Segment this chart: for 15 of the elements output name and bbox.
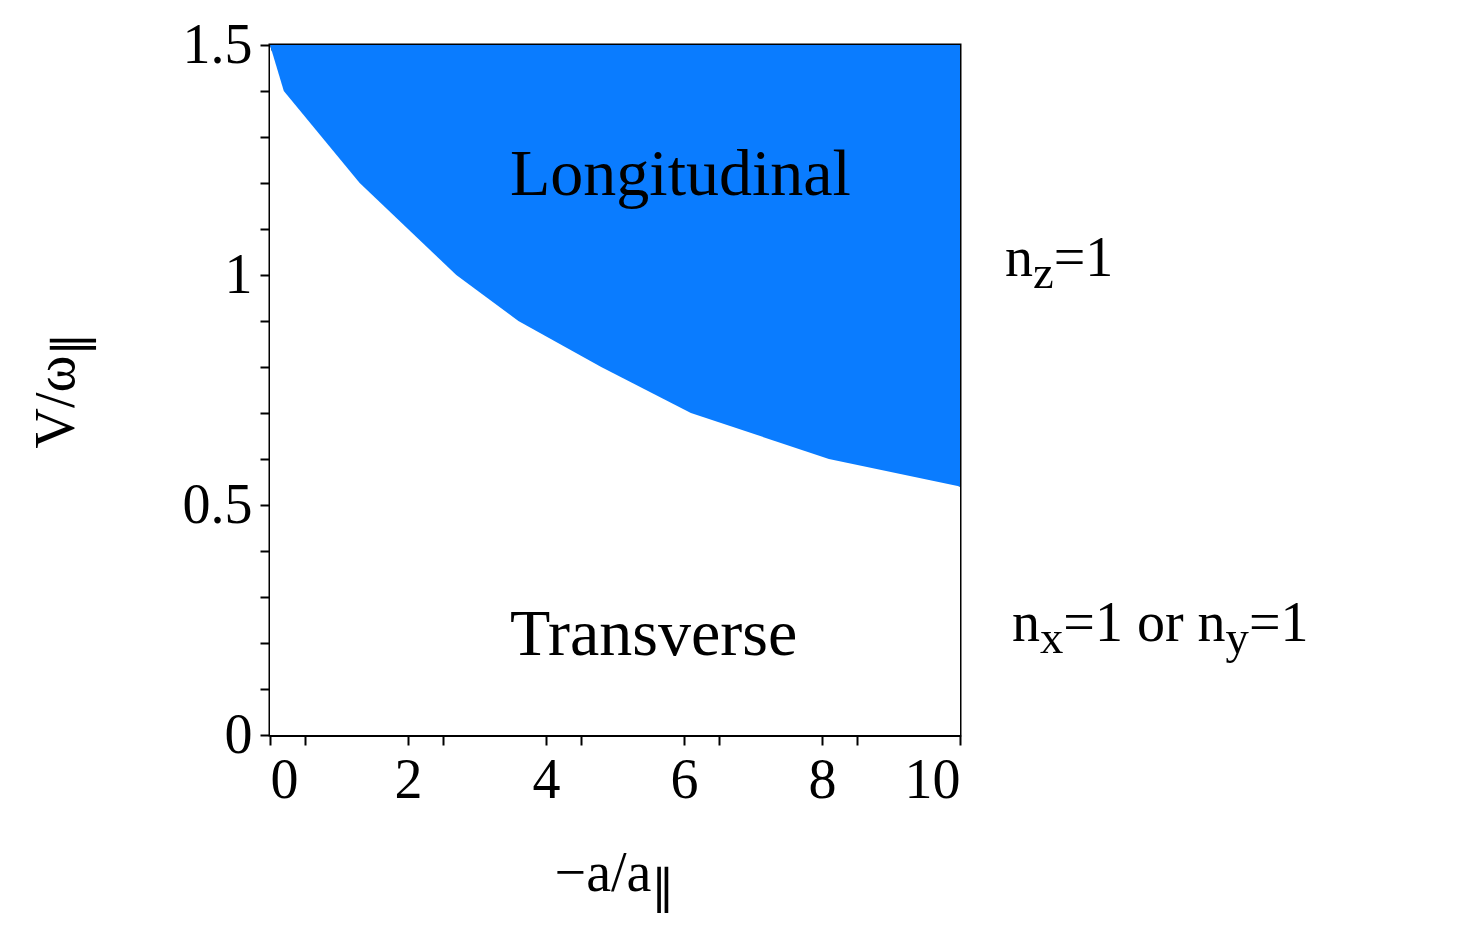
y-tick-label: 1 [224, 242, 253, 305]
x-axis-title: −a/a$_{∥}$ [554, 840, 676, 915]
x-tick-label: 6 [670, 747, 699, 810]
text: n$_{z}$=1 [1005, 225, 1114, 300]
x-tick-label: 10 [904, 747, 961, 810]
x-tick-label: 0 [270, 747, 299, 810]
y-tick-label: 0 [224, 702, 253, 765]
x-tick-label: 8 [808, 747, 837, 810]
y-tick-label: 0.5 [182, 472, 253, 535]
annotation: Longitudinal [510, 135, 851, 211]
x-tick-label: 2 [394, 747, 423, 810]
text: n$_{x}$=1 or n$_{y}$=1 [1012, 590, 1309, 665]
annotation: Transverse [510, 595, 798, 671]
y-tick-label: 1.5 [182, 12, 253, 75]
x-tick-label: 4 [532, 747, 561, 810]
